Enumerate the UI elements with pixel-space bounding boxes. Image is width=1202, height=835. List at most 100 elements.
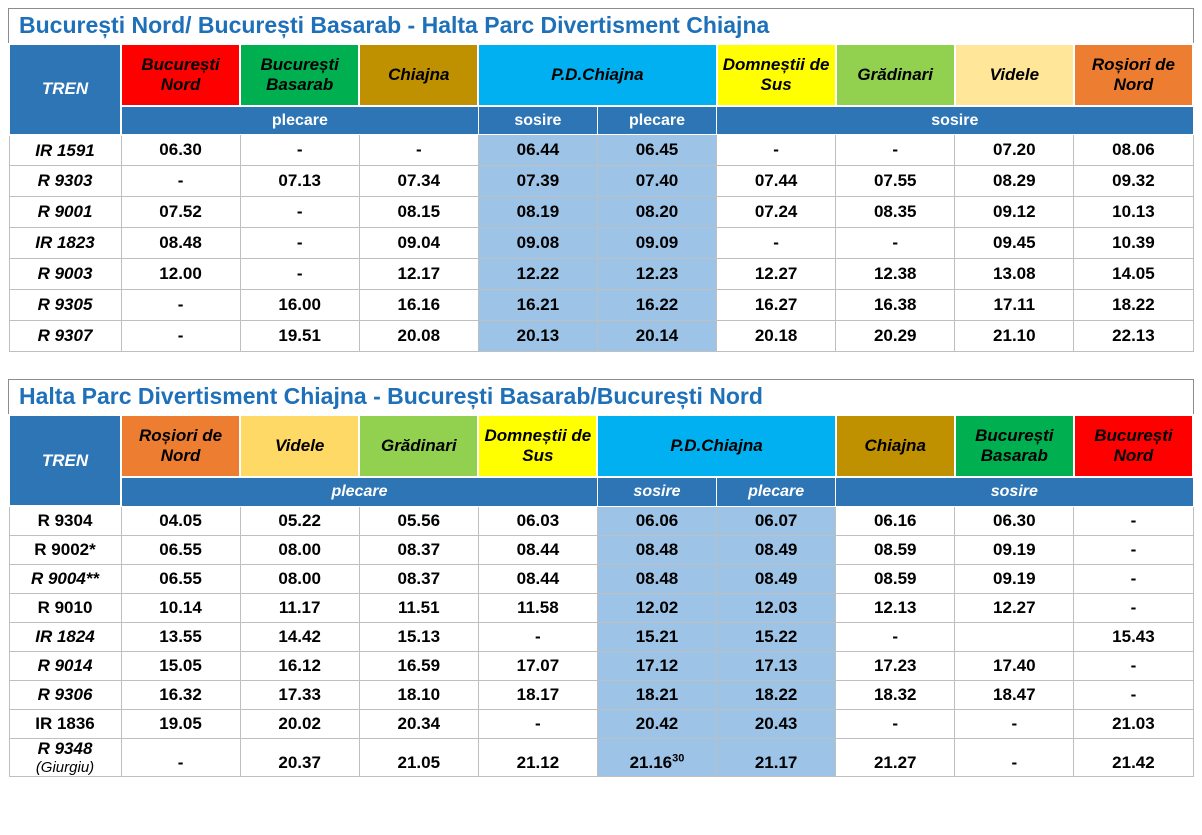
time-cell: 16.59 <box>358 650 479 681</box>
time-cell: 10.13 <box>1073 196 1194 229</box>
time-cell: 07.40 <box>596 165 718 198</box>
time-cell: 06.16 <box>835 505 956 536</box>
station-header: Chiajna <box>358 42 480 107</box>
train-cell: IR 1836 <box>8 708 122 739</box>
subheader-plecare: plecare <box>120 476 598 507</box>
time-cell: 07.44 <box>716 165 837 198</box>
train-cell: R 9001 <box>8 196 122 229</box>
subheader-sosire: sosire <box>835 476 1194 507</box>
time-cell: 09.45 <box>954 227 1075 260</box>
time-cell: 08.20 <box>596 196 718 229</box>
time-cell: - <box>239 258 360 291</box>
time-cell: 08.59 <box>835 534 956 565</box>
time-cell: 12.27 <box>954 592 1075 623</box>
train-cell: R 9003 <box>8 258 122 291</box>
subheader-row: plecare sosire plecare sosire <box>9 105 1194 136</box>
time-cell: 06.07 <box>716 505 837 536</box>
tren-header: TREN <box>8 414 122 507</box>
train-cell: R 9306 <box>8 679 122 710</box>
time-cell: 20.14 <box>596 320 718 353</box>
station-header: Roșiori de Nord <box>1072 42 1195 107</box>
time-cell: - <box>954 708 1075 739</box>
time-cell: 15.05 <box>120 650 241 681</box>
time-cell: 17.40 <box>954 650 1075 681</box>
time-cell: 06.55 <box>120 534 241 565</box>
time-cell: 15.13 <box>358 621 479 652</box>
time-cell: 14.05 <box>1073 258 1194 291</box>
time-cell: 17.11 <box>954 289 1075 322</box>
time-cell: - <box>239 196 360 229</box>
train-cell: R 9002* <box>8 534 122 565</box>
return-title: Halta Parc Divertisment Chiajna - Bucure… <box>8 379 1194 414</box>
time-cell: 04.05 <box>120 505 241 536</box>
table-row: IR 1823 08.48-09.04 09.08 09.09- -09.45 10.39 <box>8 227 1194 260</box>
time-cell: 06.06 <box>596 505 718 536</box>
table-row: R 9348 (Giurgiu) -20.37 21.05 21.12 21.1630 21… <box>8 737 1194 777</box>
time-cell: 18.22 <box>716 679 837 710</box>
time-cell: 12.02 <box>596 592 718 623</box>
time-cell: 21.42 <box>1073 737 1194 777</box>
table-row: IR 1824 13.55 14.42 15.13-15.21 15.22-15.43 <box>8 621 1194 652</box>
time-cell: - <box>120 165 241 198</box>
time-cell: 18.17 <box>477 679 598 710</box>
station-header: București Basarab <box>953 414 1075 478</box>
time-cell: 06.30 <box>954 505 1075 536</box>
time-cell: 20.18 <box>716 320 837 353</box>
time-cell: 15.21 <box>596 621 718 652</box>
time-cell: 21.03 <box>1073 708 1194 739</box>
time-cell: 05.22 <box>239 505 360 536</box>
time-cell: 16.12 <box>239 650 360 681</box>
table-row: R 9303-07.13 07.34 07.39 07.40 07.44 07.55 08.… <box>8 165 1194 198</box>
time-cell: - <box>239 227 360 260</box>
time-cell: 20.42 <box>596 708 718 739</box>
time-cell: 09.08 <box>477 227 598 260</box>
time-cell: - <box>716 134 837 167</box>
time-cell: 06.03 <box>477 505 598 536</box>
table-row: IR 1836 19.05 20.02 20.34-20.42 20.43- -21.03 <box>8 708 1194 739</box>
time-cell: - <box>716 227 837 260</box>
time-cell: - <box>1073 592 1194 623</box>
tren-header: TREN <box>8 42 122 136</box>
time-cell: 08.44 <box>477 563 598 594</box>
time-cell: 15.43 <box>1073 621 1194 652</box>
time-cell: 21.05 <box>358 737 479 777</box>
time-cell: 09.19 <box>954 534 1075 565</box>
time-cell: 16.22 <box>596 289 718 322</box>
table-row: R 9306 16.32 17.33 18.10 18.17 18.21 18.22 18.3… <box>8 679 1194 710</box>
time-cell: 20.37 <box>239 737 360 777</box>
time-cell: 16.32 <box>120 679 241 710</box>
return-rows: R 9304 04.05 05.22 05.56 06.03 06.06 06.07 06.1… <box>8 505 1194 777</box>
train-cell: R 9004** <box>8 563 122 594</box>
table-row: R 9004** 06.55 08.00 08.37 08.44 08.48 08.49 08… <box>8 563 1194 594</box>
station-header: Videle <box>953 42 1075 107</box>
time-cell: 06.30 <box>120 134 241 167</box>
time-cell: 14.42 <box>239 621 360 652</box>
time-cell: 22.13 <box>1073 320 1194 353</box>
time-cell: 12.38 <box>835 258 956 291</box>
time-cell: - <box>120 737 241 777</box>
time-cell: 09.32 <box>1073 165 1194 198</box>
station-header-row: TREN București Nord București Basarab Chia… <box>8 42 1195 136</box>
time-cell: 20.13 <box>477 320 598 353</box>
time-cell: 20.29 <box>835 320 956 353</box>
return-section: Halta Parc Divertisment Chiajna - Bucure… <box>8 379 1195 777</box>
time-cell: 16.00 <box>239 289 360 322</box>
time-cell <box>954 621 1075 652</box>
time-cell: - <box>1073 679 1194 710</box>
table-row: IR 1591 06.30- -06.44 06.45- -07.20 08.06 <box>8 134 1194 167</box>
subheader-row: plecare sosire plecare sosire <box>9 476 1194 507</box>
time-cell: 09.04 <box>358 227 479 260</box>
time-cell: 09.19 <box>954 563 1075 594</box>
time-cell: 08.19 <box>477 196 598 229</box>
time-cell: 06.44 <box>477 134 598 167</box>
time-cell: - <box>835 227 956 260</box>
train-cell: R 9305 <box>8 289 122 322</box>
time-cell: 07.13 <box>239 165 360 198</box>
time-cell: 13.55 <box>120 621 241 652</box>
time-cell: 08.48 <box>596 534 718 565</box>
time-cell: - <box>835 708 956 739</box>
time-cell: 12.27 <box>716 258 837 291</box>
time-cell: 08.48 <box>120 227 241 260</box>
time-cell: 08.35 <box>835 196 956 229</box>
time-cell: 21.27 <box>835 737 956 777</box>
